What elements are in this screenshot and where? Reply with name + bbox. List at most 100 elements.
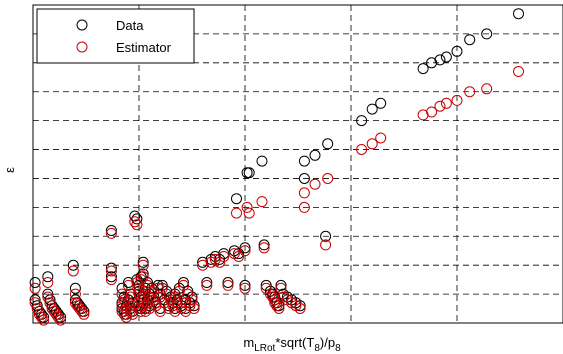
estimator-point: [105, 265, 117, 277]
estimator-point: [513, 66, 524, 77]
data-point: [218, 248, 230, 260]
estimator-point: [148, 294, 160, 306]
estimator-point: [233, 251, 245, 262]
estimator-point: [38, 314, 50, 326]
estimator-point: [152, 282, 164, 294]
estimator-point: [69, 297, 81, 309]
estimator-point: [105, 274, 117, 286]
estimator-point: [42, 277, 54, 288]
estimator-point: [256, 196, 268, 208]
estimator-point: [375, 132, 387, 144]
data-point: [201, 277, 213, 288]
estimator-point: [31, 303, 43, 314]
estimator-point: [33, 308, 45, 320]
x-axis-label: mLRot*sqrt(T8)/p8: [243, 335, 341, 354]
data-point: [417, 63, 429, 75]
estimator-point: [464, 86, 476, 98]
estimator-point: [201, 279, 213, 291]
data-point: [42, 288, 54, 300]
data-point: [105, 225, 117, 236]
data-point: [131, 213, 143, 225]
legend-marker-estimator: [76, 41, 88, 53]
estimator-point: [366, 138, 378, 150]
estimator-point: [218, 251, 230, 262]
estimator-point: [137, 291, 149, 303]
data-point: [142, 277, 153, 288]
estimator-point: [142, 279, 153, 291]
estimator-point: [260, 282, 272, 294]
estimator-point: [294, 303, 306, 314]
data-point: [169, 303, 181, 314]
estimator-point: [264, 288, 276, 300]
estimator-point: [239, 245, 251, 257]
estimator-point: [178, 279, 189, 291]
estimator-point: [137, 259, 149, 271]
data-point: [144, 300, 156, 312]
estimator-point: [309, 178, 321, 190]
estimator-point: [144, 303, 156, 314]
data-point: [129, 210, 141, 222]
estimator-point: [135, 274, 147, 286]
data-point: [139, 282, 151, 294]
data-point: [434, 54, 446, 66]
estimator-point: [118, 308, 130, 320]
estimator-point: [29, 282, 41, 294]
data-point: [33, 305, 45, 317]
data-point: [231, 193, 242, 205]
data-point: [182, 285, 194, 297]
data-point: [105, 262, 117, 274]
estimator-point: [169, 291, 181, 303]
estimator-point: [137, 271, 149, 283]
data-point: [69, 282, 81, 294]
estimator-point: [67, 265, 79, 277]
data-point: [29, 277, 41, 288]
data-point: [298, 155, 310, 167]
data-point: [31, 300, 43, 312]
estimator-point: [243, 207, 255, 219]
estimator-point: [481, 83, 493, 95]
estimator-point: [46, 303, 58, 314]
data-point: [366, 103, 378, 115]
data-point: [69, 294, 81, 306]
estimator-point: [214, 256, 226, 268]
estimator-point: [120, 311, 132, 323]
data-point: [116, 282, 128, 294]
estimator-point: [275, 282, 287, 294]
estimator-point: [156, 282, 168, 294]
data-point: [426, 57, 438, 69]
estimator-point: [129, 216, 141, 228]
estimator-point: [426, 106, 438, 118]
estimator-point: [29, 297, 41, 309]
legend-box: [36, 8, 195, 64]
estimator-point: [127, 300, 139, 312]
estimator-point: [42, 291, 54, 303]
estimator-point: [78, 308, 90, 320]
estimator-point: [171, 297, 183, 309]
data-point: [222, 277, 234, 288]
estimator-point: [440, 97, 452, 109]
data-point: [42, 271, 54, 283]
legend: Data Estimator: [36, 8, 195, 64]
data-point: [322, 138, 334, 150]
data-point: [440, 51, 452, 63]
estimator-point: [182, 288, 194, 300]
estimator-point: [188, 303, 200, 314]
data-point: [481, 28, 493, 40]
series-estimator-points: [29, 66, 524, 326]
estimator-point: [269, 297, 281, 309]
estimator-point: [258, 242, 270, 254]
data-point: [320, 230, 332, 242]
estimator-point: [222, 279, 234, 291]
estimator-point: [105, 227, 117, 239]
data-point: [375, 97, 387, 109]
data-point: [137, 268, 149, 280]
data-point: [44, 294, 56, 306]
estimator-point: [273, 303, 285, 314]
grid: [33, 5, 563, 323]
estimator-point: [161, 288, 173, 300]
data-point: [171, 294, 183, 306]
data-point: [233, 248, 245, 260]
data-point: [260, 279, 272, 291]
data-point: [258, 239, 270, 251]
estimator-point: [50, 308, 62, 320]
